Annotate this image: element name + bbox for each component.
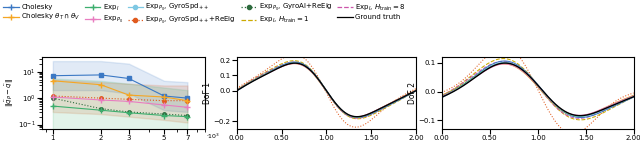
X-axis label: time [s]: time [s] (523, 142, 552, 143)
X-axis label: $|\mathcal{D}_\mathrm{train}|$: $|\mathcal{D}_\mathrm{train}|$ (111, 142, 136, 143)
Y-axis label: DoF 2: DoF 2 (408, 82, 417, 104)
Y-axis label: DoF 1: DoF 1 (203, 82, 212, 104)
Legend: Cholesky, Cholesky $\theta_T \cap \theta_V$, $\mathrm{Exp}_I$, $\mathrm{Exp}_{P_: Cholesky, Cholesky $\theta_T \cap \theta… (3, 2, 406, 26)
Text: $\cdot 10^3$: $\cdot 10^3$ (207, 132, 221, 141)
Y-axis label: $\|\ddot{q}_P - \ddot{q}\|$: $\|\ddot{q}_P - \ddot{q}\|$ (4, 79, 16, 107)
X-axis label: time [s]: time [s] (312, 142, 341, 143)
